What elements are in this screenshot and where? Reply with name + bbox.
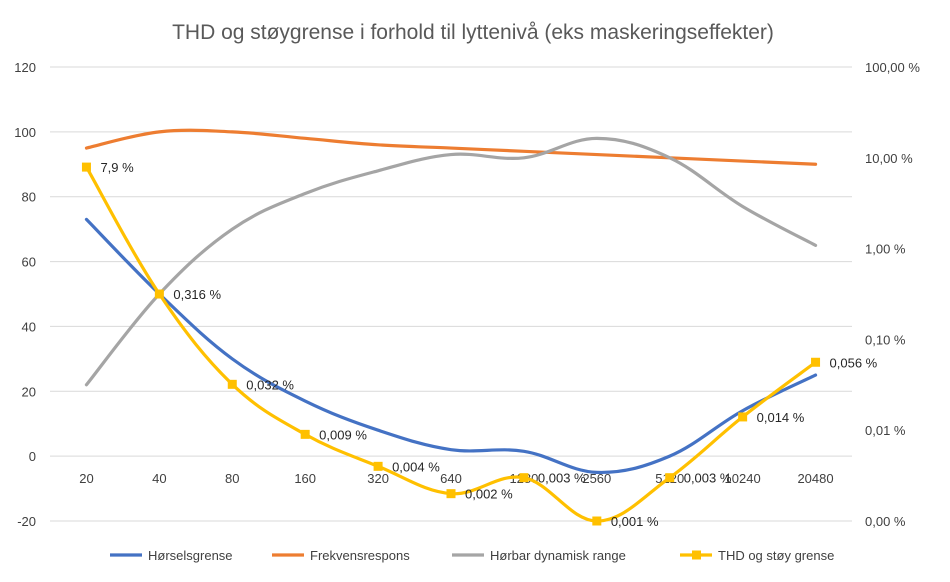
data-point [227,379,237,389]
data-point [592,516,602,526]
right-tick-label: 1,00 % [865,242,906,257]
data-label: 0,001 % [611,514,659,529]
right-tick-label: 0,00 % [865,514,906,529]
series-line-hørbar-dynamisk-range [84,136,818,387]
x-tick-label: 640 [440,471,462,486]
legend-label: Frekvensrespons [310,548,410,563]
x-tick-label: 160 [294,471,316,486]
data-point [446,489,456,499]
data-point [154,289,164,299]
x-tick-label: 320 [367,471,389,486]
left-tick-label: 20 [22,384,36,399]
data-point [738,412,748,422]
legend-marker [692,550,701,560]
x-axis: 2040801603206401280256051201024020480 [79,471,833,486]
right-axis: 0,00 % 0,01 % 0,10 % 1,00 % 10,00 % 100,00 % [865,60,920,529]
left-tick-label: 40 [22,319,36,334]
data-label: 0,316 % [173,287,221,302]
data-label-layer: 7,9 % 0,316 % 0,032 % 0,009 % 0,004 % 0,002 %… [100,160,877,529]
data-label: 0,002 % [465,487,513,502]
data-label: 0,003 % [684,471,732,486]
data-label: 0,009 % [319,427,367,442]
data-label: 0,032 % [246,377,294,392]
data-label: 7,9 % [100,160,134,175]
data-point [81,162,91,172]
series-line-thd-og-støy-grense [84,165,818,523]
x-tick-label: 2560 [582,471,611,486]
x-tick-label: 10240 [725,471,761,486]
right-tick-label: 10,00 % [865,151,913,166]
data-point [519,473,529,483]
legend-label: THD og støy grense [718,548,834,563]
x-tick-label: 80 [225,471,239,486]
data-point [300,429,310,439]
right-tick-label: 100,00 % [865,60,920,75]
left-tick-label: 120 [14,60,36,75]
left-tick-label: 80 [22,190,36,205]
data-label: 0,056 % [830,355,878,370]
x-tick-label: 40 [152,471,166,486]
legend-label: Hørselsgrense [148,548,233,563]
right-tick-label: 0,01 % [865,423,906,438]
left-tick-label: 0 [29,449,36,464]
legend: Hørselsgrense Frekvensrespons Hørbar dynam… [110,548,834,563]
chart-title: THD og støygrense i forhold til lytteniv… [172,21,774,44]
series-line-hørselsgrense [84,217,818,474]
left-axis: -20 0 20 40 60 80 100 120 [14,60,36,529]
right-tick-label: 0,10 % [865,332,906,347]
x-tick-label: 20 [79,471,93,486]
data-point [373,461,383,471]
x-tick-label: 20480 [797,471,833,486]
series-layer [81,128,821,526]
left-tick-label: 60 [22,255,36,270]
left-tick-label: 100 [14,125,36,140]
legend-label: Hørbar dynamisk range [490,548,626,563]
data-label: 0,004 % [392,459,440,474]
data-label: 0,014 % [757,410,805,425]
series-line-frekvensrespons [84,128,818,166]
grid-lines [50,66,852,522]
left-tick-label: -20 [17,514,36,529]
data-point [811,357,821,367]
data-point [665,473,675,483]
data-label: 0,003 % [538,471,586,486]
